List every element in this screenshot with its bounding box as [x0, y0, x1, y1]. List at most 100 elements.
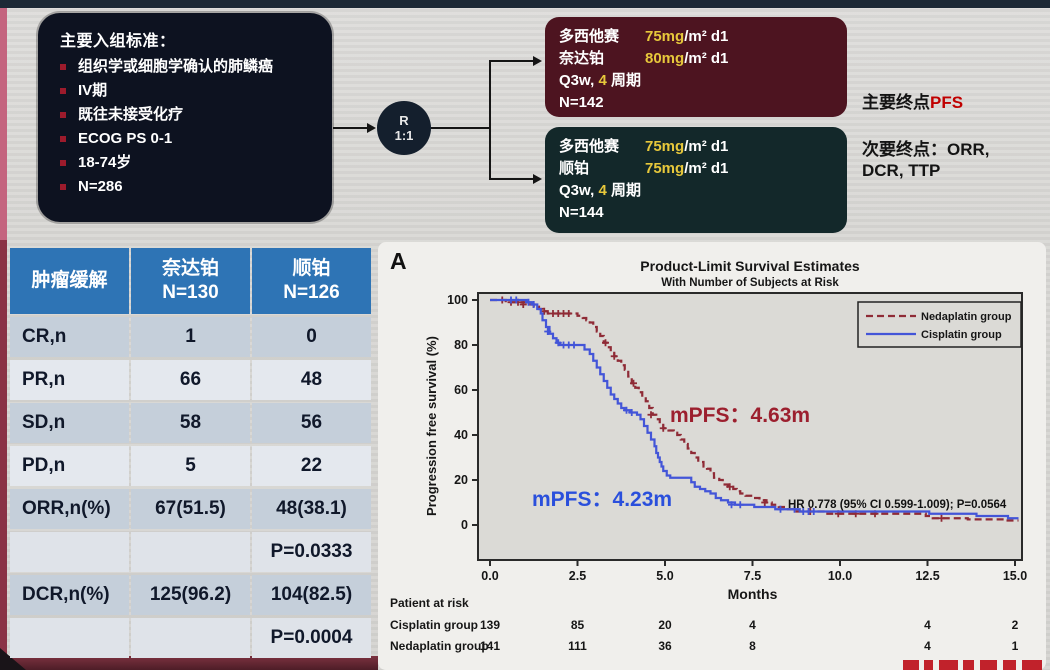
risk-value: 4 — [749, 618, 756, 632]
secondary-endpoint-line1: 次要终点：ORR, — [862, 140, 990, 159]
table-header: 肿瘤缓解 — [10, 248, 129, 314]
criteria-item: ECOG PS 0-1 — [60, 127, 316, 151]
arm-n: N=142 — [559, 94, 604, 111]
tumor-response-table: 肿瘤缓解 奈达铂 N=130 顺铂 N=126 CR,n 1 0 PR,n 66 48 SD,n 58… — [8, 245, 373, 661]
x-tick-label: 12.5 — [915, 569, 939, 583]
connector-line — [489, 61, 491, 180]
y-tick-label: 20 — [454, 473, 468, 487]
arm-box-cisplatin: 多西他赛 75mg/m² d1 顺铂 75mg/m² d1 Q3w, 4 周期 N=144 — [545, 127, 847, 233]
table-cell: 125(96.2) — [131, 575, 250, 615]
bullet-icon — [60, 112, 66, 118]
criteria-item: N=286 — [60, 175, 316, 199]
plot-frame — [477, 292, 1023, 561]
table-cell — [10, 532, 129, 572]
table-cell: ORR,n(%) — [10, 489, 129, 529]
table-cell: 1 — [131, 317, 250, 357]
y-tick-label: 60 — [454, 383, 468, 397]
bullet-icon — [60, 88, 66, 94]
risk-row-label: Nedaplatin group — [390, 639, 489, 653]
dose-value: 75mg — [645, 160, 685, 177]
y-tick-label: 80 — [454, 338, 468, 352]
risk-value: 141 — [479, 639, 501, 653]
arm-drug-line: 多西他赛 75mg/m² d1 — [559, 136, 833, 158]
table-cell: DCR,n(%) — [10, 575, 129, 615]
criteria-item-text: 既往未接受化疗 — [78, 106, 184, 123]
table-cell: 48 — [252, 360, 371, 400]
table-cell: SD,n — [10, 403, 129, 443]
annotation-hr: HR 0.778 (95% CI 0.599-1.009); P=0.0564 — [788, 499, 1007, 511]
table-row: P=0.0333 — [10, 532, 371, 572]
criteria-item-text: ECOG PS 0-1 — [78, 130, 173, 147]
table-header: 奈达铂 N=130 — [131, 248, 250, 314]
table-cell: PD,n — [10, 446, 129, 486]
table-cell: PR,n — [10, 360, 129, 400]
x-tick-label: 10.0 — [828, 569, 852, 583]
risk-value: 36 — [658, 639, 672, 653]
left-edge-strip — [0, 8, 7, 240]
primary-endpoint-value: PFS — [930, 93, 964, 112]
table-cell: 0 — [252, 317, 371, 357]
table-cell: P=0.0333 — [252, 532, 371, 572]
arm-schedule: Q3w, 4 周期 — [559, 72, 641, 89]
table-row: PR,n 66 48 — [10, 360, 371, 400]
randomization-node: R 1:1 — [377, 101, 431, 155]
table-cell: 67(51.5) — [131, 489, 250, 529]
secondary-endpoint-line2: DCR, TTP — [862, 161, 941, 180]
x-tick-label: 7.5 — [744, 569, 761, 583]
table-cell — [131, 618, 250, 658]
bullet-icon — [60, 184, 66, 190]
top-edge-bar — [0, 0, 1050, 8]
chart-subtitle: With Number of Subjects at Risk — [661, 277, 839, 289]
km-plot: 0 20 40 60 80 100 0.0 2.5 5.0 7.5 10.0 12.5 15.0 Mont… — [424, 292, 1027, 602]
bullet-icon — [60, 160, 66, 166]
arrowhead-icon — [533, 56, 542, 66]
criteria-item-text: 组织学或细胞学确认的肺鳞癌 — [78, 58, 274, 75]
criteria-item-text: IV期 — [78, 82, 108, 99]
risk-value: 111 — [568, 639, 587, 653]
arrowhead-icon — [533, 174, 542, 184]
legend-label: Nedaplatin group — [921, 311, 1012, 323]
risk-value: 85 — [570, 618, 585, 632]
table-row: P=0.0004 — [10, 618, 371, 658]
risk-table-title: Patient at risk — [390, 596, 469, 610]
criteria-item-text: 18-74岁 — [78, 154, 132, 171]
x-tick-label: 15.0 — [1003, 569, 1027, 583]
y-axis-label: Progression free survival (%) — [424, 336, 439, 516]
table-row: SD,n 58 56 — [10, 403, 371, 443]
x-tick-label: 2.5 — [569, 569, 586, 583]
risk-value: 2 — [1011, 618, 1019, 632]
table-cell: 22 — [252, 446, 371, 486]
randomization-ratio: 1:1 — [394, 128, 414, 143]
arm-drug-line: 多西他赛 75mg/m² d1 — [559, 26, 833, 48]
risk-value: 1 — [1011, 639, 1019, 653]
connector-line — [333, 127, 370, 129]
y-tick-label: 100 — [447, 293, 468, 307]
table-row: PD,n 5 22 — [10, 446, 371, 486]
table-row: ORR,n(%) 67(51.5) 48(38.1) — [10, 489, 371, 529]
risk-value: 4 — [924, 639, 931, 653]
criteria-list: 组织学或细胞学确认的肺鳞癌 IV期既往未接受化疗 ECOG PS 0-1 18-74岁… — [60, 55, 316, 199]
y-tick-label: 0 — [461, 518, 468, 532]
randomization-letter: R — [399, 113, 409, 128]
table-cell: 66 — [131, 360, 250, 400]
chart-title: Product-Limit Survival Estimates — [640, 258, 860, 274]
table-cell: 58 — [131, 403, 250, 443]
criteria-item: 18-74岁 — [60, 151, 316, 175]
primary-endpoint: 主要终点PFS — [862, 92, 1047, 113]
table-cell: 56 — [252, 403, 371, 443]
inclusion-criteria-box: 主要入组标准： 组织学或细胞学确认的肺鳞癌 IV期 既往未接受化疗 ECOG PS 0… — [38, 13, 332, 222]
left-edge-strip-lower — [0, 240, 7, 656]
panel-label: A — [390, 248, 407, 274]
table-cell: 5 — [131, 446, 250, 486]
dose-value: 75mg — [645, 28, 685, 45]
bullet-icon — [60, 136, 66, 142]
survival-curve-nedaplatin — [490, 298, 1019, 522]
risk-value: 4 — [924, 618, 931, 632]
risk-value: 20 — [658, 618, 672, 632]
bottom-edge-strip — [0, 656, 378, 670]
bullet-icon — [60, 64, 66, 70]
legend-label: Cisplatin group — [921, 329, 1002, 341]
x-tick-label: 0.0 — [481, 569, 498, 583]
table-cell — [131, 532, 250, 572]
risk-row-label: Cisplatin group — [390, 618, 478, 632]
